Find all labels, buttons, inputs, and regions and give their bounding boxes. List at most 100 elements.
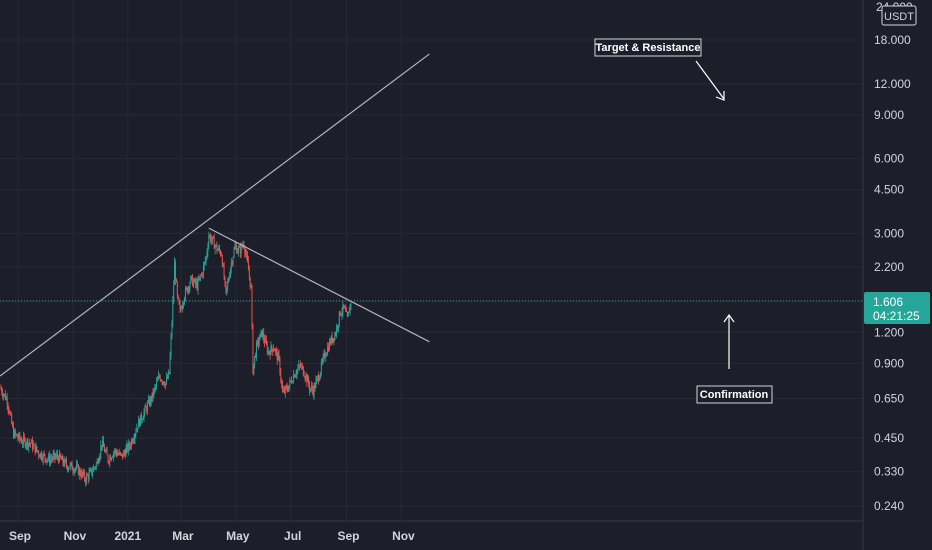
target-resistance-box[interactable]: [594, 38, 702, 57]
candle-body: [205, 256, 207, 261]
candle-body: [350, 303, 352, 305]
candle-body: [127, 444, 129, 451]
candle-body: [140, 414, 142, 421]
candle-body: [177, 295, 179, 299]
candle-body: [183, 303, 185, 306]
candle-body: [19, 433, 21, 440]
candle-body: [254, 356, 256, 364]
candle-body: [295, 374, 297, 376]
currency-badge[interactable]: [881, 5, 917, 26]
candle-body: [310, 386, 312, 389]
candle-body: [111, 457, 113, 460]
candle-body: [72, 469, 74, 471]
candle-body: [82, 471, 84, 475]
x-tick-label: Sep: [337, 529, 359, 543]
candle-body: [279, 357, 281, 373]
candle-body: [91, 468, 93, 475]
confirmation-box[interactable]: [696, 385, 773, 404]
candle-body: [174, 262, 176, 285]
candle-body: [73, 470, 75, 473]
candle-body: [203, 262, 205, 266]
candle-body: [74, 469, 76, 473]
countdown-timer: 04:21:25: [873, 309, 920, 323]
candle-body: [5, 397, 7, 400]
candle-body: [182, 305, 184, 309]
candle-body: [315, 380, 317, 389]
candle-body: [257, 340, 259, 345]
candle-body: [222, 265, 224, 267]
candle-body: [293, 375, 295, 378]
candle-body: [120, 452, 122, 454]
candle-body: [22, 436, 24, 444]
candle-body: [3, 394, 5, 397]
candle-body: [339, 311, 341, 315]
candle-body: [265, 339, 266, 344]
candle-body: [326, 353, 328, 356]
candle-body: [114, 449, 116, 452]
candle-body: [302, 366, 304, 376]
candle-body: [329, 341, 331, 345]
candle-body: [2, 393, 4, 397]
x-tick-label: 2021: [114, 529, 141, 543]
candle-body: [148, 399, 150, 406]
candle-body: [94, 467, 95, 469]
candle-body: [125, 448, 127, 457]
x-tick-label: Mar: [172, 529, 194, 543]
candle-body: [240, 244, 242, 254]
candle-body: [301, 365, 303, 367]
candle-body: [32, 444, 34, 449]
candle-body: [232, 257, 234, 264]
trendline-rising-resistance[interactable]: [0, 53, 430, 377]
candle-body: [184, 298, 185, 304]
candle-body: [330, 336, 332, 345]
candle-body: [139, 414, 141, 426]
candle-body: [128, 442, 130, 451]
candle-body: [109, 456, 111, 463]
candle-body: [159, 376, 161, 381]
candle-body: [138, 419, 140, 429]
candle-body: [30, 443, 32, 445]
candle-body: [34, 444, 36, 453]
candle-body: [153, 389, 155, 397]
candle-body: [104, 451, 106, 452]
candle-body: [348, 312, 350, 314]
candle-body: [343, 304, 345, 307]
candle-body: [216, 244, 218, 251]
candle-body: [26, 439, 28, 445]
trendline-descending-resistance[interactable]: [208, 227, 430, 343]
candle-body: [53, 452, 55, 456]
candle-body: [226, 287, 228, 291]
candle-body: [201, 273, 203, 276]
candle-body: [171, 323, 173, 337]
candle-body: [239, 247, 241, 254]
candle-body: [305, 374, 307, 379]
candle-body: [212, 236, 214, 238]
candle-body: [154, 387, 156, 390]
candle-body: [155, 385, 157, 388]
candle-body: [175, 279, 177, 283]
candle-body: [75, 468, 77, 470]
candle-body: [211, 236, 213, 240]
candle-body: [58, 453, 60, 462]
candle-body: [13, 430, 15, 438]
candle-body: [264, 339, 266, 344]
candle-body: [35, 446, 37, 453]
candle-body: [337, 324, 339, 328]
x-axis[interactable]: Sep Nov 2021 Mar May Jul Sep Nov: [9, 529, 415, 543]
candle-body: [248, 270, 250, 277]
candle-body: [145, 406, 147, 408]
candle-body: [131, 440, 133, 443]
candle-body: [146, 407, 148, 411]
candle-body: [100, 445, 102, 455]
y-tick-label: 0.900: [874, 356, 904, 370]
candle-body: [156, 381, 158, 386]
candle-body: [277, 354, 279, 361]
candle-body: [283, 389, 285, 393]
candle-body: [108, 461, 110, 463]
candle-body: [147, 403, 149, 411]
candle-body: [292, 382, 293, 383]
candle-body: [126, 444, 128, 449]
candle-body: [59, 453, 61, 458]
